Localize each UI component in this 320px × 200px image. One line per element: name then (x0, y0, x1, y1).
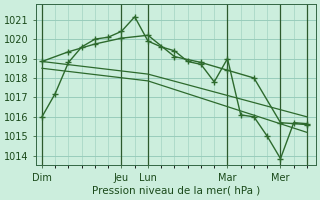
X-axis label: Pression niveau de la mer( hPa ): Pression niveau de la mer( hPa ) (92, 186, 260, 196)
